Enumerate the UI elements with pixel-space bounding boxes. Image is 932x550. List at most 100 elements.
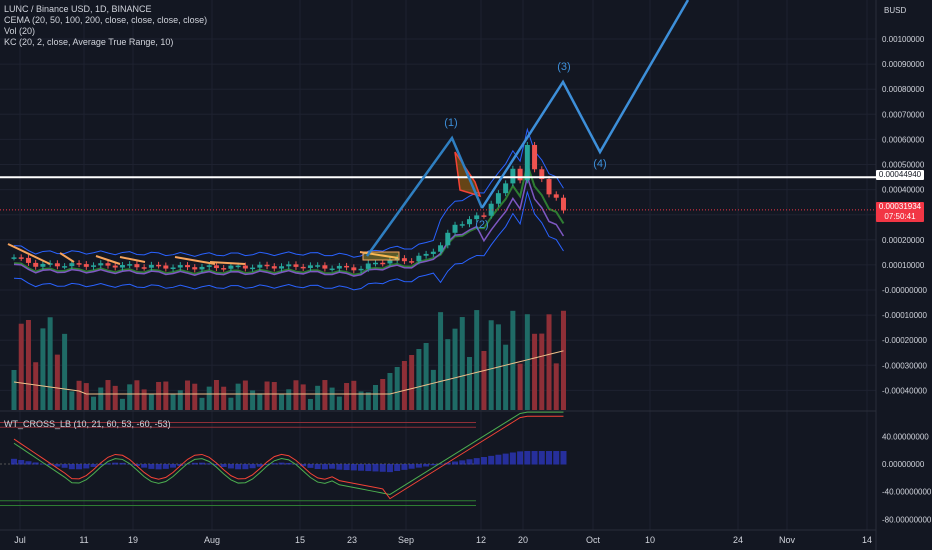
volume-bar (503, 344, 509, 410)
price-tick-label: 0.00070000 (882, 110, 925, 119)
osc-histogram-bar (430, 464, 437, 466)
volume-bar (286, 389, 292, 410)
osc-histogram-bar (365, 464, 372, 472)
volume-bar (322, 380, 328, 410)
candle-body (394, 258, 400, 260)
kc-lower (13, 190, 564, 291)
volume-bar (177, 390, 183, 410)
osc-histogram-bar (39, 463, 46, 465)
volume-bar (445, 339, 451, 410)
candlesticks (11, 141, 566, 274)
volume-bar (560, 310, 566, 410)
volume-bar (423, 343, 429, 410)
price-tick-label: -0.00030000 (882, 361, 927, 370)
candle-body (322, 265, 328, 269)
pattern-drawings: (1) (2) (3) (4) (0, 0, 876, 265)
candle-body (466, 219, 472, 225)
wave-label: (3) (557, 61, 570, 73)
volume-bar (134, 380, 140, 410)
volume-bar (141, 389, 147, 410)
candle-body (546, 179, 552, 195)
candle-body (177, 265, 183, 268)
flag-line (119, 256, 146, 263)
legend-volume[interactable]: Vol (20) (4, 26, 36, 36)
volume-bar (365, 392, 371, 410)
osc-histogram-bar (162, 464, 169, 469)
candle-body (279, 266, 285, 269)
legend-oscillator[interactable]: WT_CROSS_LB (10, 21, 60, 53, -60, -53) (4, 419, 171, 429)
candle-body (18, 257, 24, 259)
volume-bar (394, 367, 400, 410)
osc-histogram-bar (141, 464, 148, 468)
legend-cema[interactable]: CEMA (20, 50, 100, 200, close, close, cl… (4, 15, 208, 25)
candle-body (148, 264, 154, 268)
osc-histogram-bar (524, 451, 531, 465)
osc-histogram-bar (90, 464, 97, 467)
candle-body (40, 263, 46, 267)
price-tick-label: -0.00020000 (882, 336, 927, 345)
volume-bar (54, 354, 60, 410)
osc-wt2 (13, 415, 564, 500)
volume-bar (76, 380, 82, 410)
osc-histogram-bar (68, 464, 75, 470)
candle-body (83, 264, 89, 267)
osc-histogram-bar (235, 464, 242, 470)
volume-bar (358, 391, 364, 410)
volume-bar (206, 386, 212, 410)
date-tick-label: 14 (862, 535, 872, 545)
legend-keltner[interactable]: KC (20, 2, close, Average True Range, 10… (4, 37, 174, 47)
osc-histogram-bar (329, 464, 336, 469)
osc-histogram-bar (343, 464, 350, 471)
candle-body (488, 203, 494, 216)
volume-bar (163, 381, 169, 410)
candle-body (481, 215, 487, 217)
candle-body (286, 264, 292, 267)
volume-bar (40, 328, 46, 410)
osc-histogram-bar (488, 455, 495, 465)
price-tick-label: 0.00040000 (882, 186, 925, 195)
legend-symbol[interactable]: LUNC / Binance USD, 1D, BINANCE (4, 4, 152, 14)
volume-bar (510, 310, 516, 410)
flag-line (59, 252, 75, 263)
date-tick-label: Aug (204, 535, 220, 545)
osc-histogram-bar (25, 461, 32, 465)
candle-body (242, 265, 248, 269)
candle-body (185, 265, 191, 268)
volume-bar (351, 380, 357, 410)
candle-body (300, 266, 306, 269)
candle-body (503, 183, 509, 194)
volume-bar (539, 333, 545, 410)
volume-bar (532, 333, 538, 410)
candle-body (271, 266, 277, 269)
volume-bar (344, 383, 350, 410)
ema-lines (13, 160, 565, 277)
chart-legend: LUNC / Binance USD, 1D, BINANCE CEMA (20… (4, 4, 207, 48)
osc-histogram-bar (560, 451, 567, 465)
candle-body (221, 268, 227, 270)
osc-histogram-bar (227, 464, 234, 469)
wave-label: (1) (444, 117, 457, 129)
volume-bar (488, 320, 494, 410)
volume-bar (185, 380, 191, 410)
candle-body (474, 215, 480, 220)
volume-bar (235, 383, 241, 410)
volume-bar (213, 380, 219, 410)
candle-body (423, 253, 429, 256)
osc-histogram-bar (148, 464, 155, 469)
candle-body (365, 263, 371, 269)
volume-bar (119, 398, 125, 410)
candle-body (459, 224, 465, 226)
osc-histogram-bar (155, 464, 162, 470)
wave-label: (2) (475, 219, 488, 231)
candle-body (401, 258, 407, 262)
volume-bar (373, 385, 378, 410)
white-level-tag: 0.00044940 (876, 170, 924, 180)
volume-bar (98, 387, 104, 410)
volume-bar (279, 394, 285, 410)
osc-histogram-bar (133, 464, 140, 466)
osc-histogram-bar (386, 464, 393, 473)
volume-bar (409, 355, 415, 410)
osc-histogram-bar (408, 464, 415, 469)
price-tick-label: -0.00040000 (882, 386, 927, 395)
